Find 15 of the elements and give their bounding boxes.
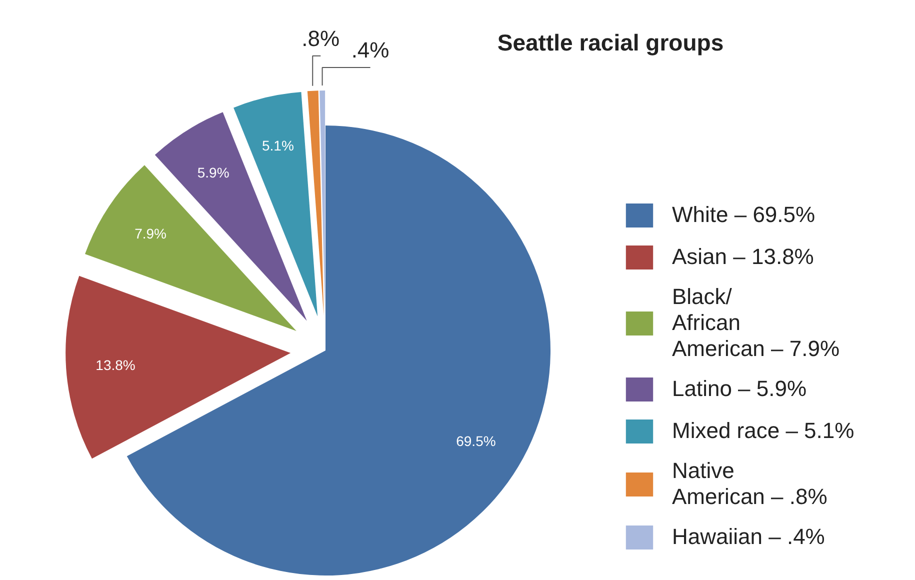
data-label: 5.9% — [197, 164, 230, 180]
legend-label: Latino – 5.9% — [672, 376, 807, 402]
data-label: 13.8% — [96, 357, 136, 374]
data-label: 5.1% — [262, 137, 294, 154]
data-label: .8% — [302, 26, 340, 51]
legend-label: Hawaiian – .4% — [672, 524, 825, 550]
legend-title: Seattle racial groups — [497, 30, 724, 56]
data-label: .4% — [351, 38, 390, 63]
legend-label: Mixed race – 5.1% — [672, 418, 854, 444]
data-label: 69.5% — [456, 432, 496, 449]
legend-label: Black/ African American – 7.9% — [672, 284, 840, 362]
legend-label: Native American – .8% — [672, 458, 828, 510]
legend-label: Asian – 13.8% — [672, 244, 814, 270]
legend-label: White – 69.5% — [672, 202, 816, 228]
data-label: 7.9% — [134, 225, 166, 242]
